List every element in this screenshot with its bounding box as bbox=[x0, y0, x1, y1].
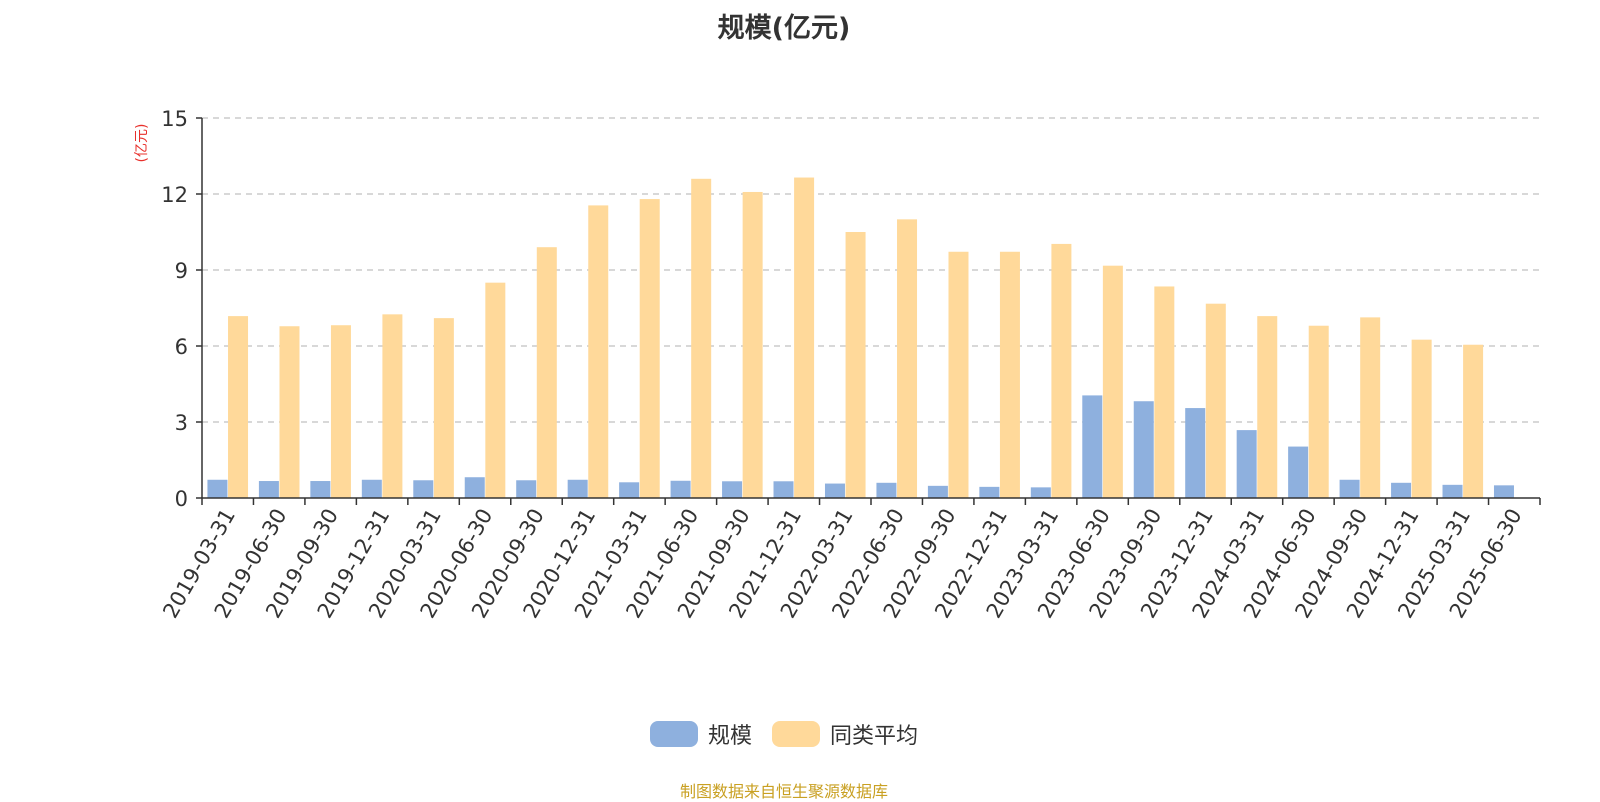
bar-scale[interactable] bbox=[1185, 408, 1206, 498]
x-tick-labels: 2019-03-312019-06-302019-09-302019-12-31… bbox=[158, 505, 1526, 623]
bar-peer-average[interactable] bbox=[1205, 303, 1226, 498]
bar-scale[interactable] bbox=[361, 479, 382, 498]
bar-peer-average[interactable] bbox=[1308, 325, 1329, 498]
bar-scale[interactable] bbox=[464, 477, 485, 498]
bar-peer-average[interactable] bbox=[228, 316, 249, 498]
bar-peer-average[interactable] bbox=[1463, 344, 1484, 498]
bar-scale[interactable] bbox=[567, 479, 588, 498]
bar-scale[interactable] bbox=[979, 486, 1000, 498]
y-tick-labels: 0 3 6 9 12 15 bbox=[161, 107, 188, 511]
bar-scale[interactable] bbox=[310, 481, 331, 498]
bar-scale[interactable] bbox=[722, 481, 743, 498]
legend-item-peer-average[interactable]: 同类平均 bbox=[772, 718, 918, 750]
bar-scale[interactable] bbox=[927, 485, 948, 498]
bar-peer-average[interactable] bbox=[742, 191, 763, 498]
axes bbox=[196, 117, 1541, 505]
y-axis-unit-label: (亿元) bbox=[134, 124, 150, 163]
bar-peer-average[interactable] bbox=[1051, 243, 1072, 498]
bar-peer-average[interactable] bbox=[845, 232, 866, 498]
y-tick-label: 12 bbox=[161, 183, 188, 207]
bar-peer-average[interactable] bbox=[639, 199, 660, 499]
chart-title: 规模(亿元) bbox=[717, 13, 851, 44]
legend-label-scale: 规模 bbox=[707, 724, 752, 749]
bar-peer-average[interactable] bbox=[279, 326, 300, 498]
bar-scale[interactable] bbox=[1288, 446, 1309, 498]
legend-swatch-peer-average bbox=[772, 721, 820, 747]
bar-scale[interactable] bbox=[1442, 484, 1463, 498]
bar-scale[interactable] bbox=[876, 482, 897, 498]
bar-scale[interactable] bbox=[619, 482, 640, 498]
bar-peer-average[interactable] bbox=[1360, 317, 1381, 498]
y-tick-label: 3 bbox=[175, 411, 188, 435]
y-tick-label: 15 bbox=[161, 107, 188, 131]
bar-scale[interactable] bbox=[670, 480, 691, 498]
bar-scale[interactable] bbox=[773, 481, 794, 498]
bar-peer-average[interactable] bbox=[536, 247, 557, 498]
bar-peer-average[interactable] bbox=[382, 314, 403, 498]
bar-peer-average[interactable] bbox=[897, 219, 918, 499]
bar-scale[interactable] bbox=[516, 480, 537, 498]
bar-scale[interactable] bbox=[413, 480, 434, 498]
bar-scale[interactable] bbox=[258, 481, 279, 498]
bar-peer-average[interactable] bbox=[433, 318, 454, 498]
legend-item-scale[interactable]: 规模 bbox=[649, 718, 752, 750]
bar-peer-average[interactable] bbox=[1411, 339, 1432, 498]
bar-scale[interactable] bbox=[1236, 430, 1257, 498]
bar-peer-average[interactable] bbox=[691, 178, 712, 499]
bar-peer-average[interactable] bbox=[794, 177, 815, 499]
legend-swatch-scale bbox=[649, 721, 698, 747]
bar-scale[interactable] bbox=[1133, 401, 1154, 498]
bar-peer-average[interactable] bbox=[1154, 286, 1175, 498]
data-source-note: 制图数据来自恒生聚源数据库 bbox=[679, 782, 888, 801]
legend-label-peer-average: 同类平均 bbox=[830, 724, 919, 749]
legend: 规模 同类平均 bbox=[0, 718, 1568, 750]
bar-scale[interactable] bbox=[1082, 395, 1103, 498]
bars-group bbox=[207, 177, 1514, 499]
bar-peer-average[interactable] bbox=[948, 251, 969, 498]
bar-scale[interactable] bbox=[1030, 487, 1051, 498]
y-tick-label: 0 bbox=[175, 487, 188, 511]
bar-peer-average[interactable] bbox=[588, 205, 609, 498]
bar-scale[interactable] bbox=[1493, 485, 1514, 498]
bar-peer-average[interactable] bbox=[1102, 265, 1123, 498]
y-tick-label: 9 bbox=[175, 259, 188, 283]
bar-scale[interactable] bbox=[1339, 479, 1360, 498]
bar-peer-average[interactable] bbox=[485, 282, 506, 498]
bar-scale[interactable] bbox=[207, 479, 228, 498]
bar-scale[interactable] bbox=[1391, 482, 1412, 498]
bar-peer-average[interactable] bbox=[1257, 316, 1278, 498]
bar-peer-average[interactable] bbox=[330, 325, 351, 498]
y-tick-label: 6 bbox=[175, 335, 188, 359]
grid-lines bbox=[202, 117, 1540, 423]
bar-peer-average[interactable] bbox=[999, 251, 1020, 498]
bar-scale[interactable] bbox=[824, 483, 845, 498]
